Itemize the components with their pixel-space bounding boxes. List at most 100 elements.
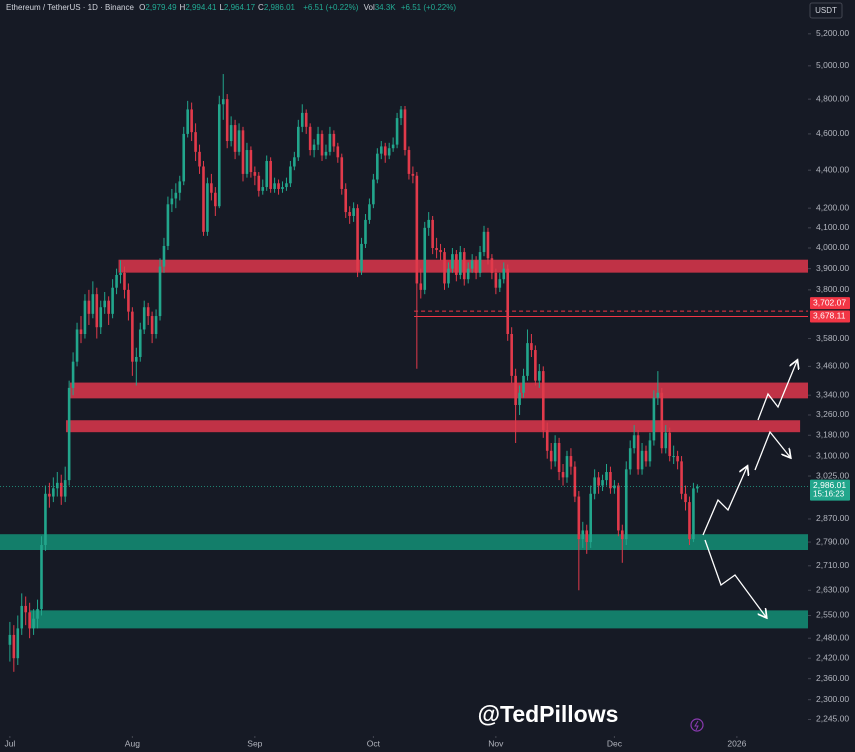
candle-body (48, 493, 51, 497)
candle-body (617, 485, 620, 531)
candle-body (510, 333, 513, 376)
candle-body (462, 252, 466, 280)
candle-body (692, 488, 695, 540)
candle-body (688, 502, 691, 540)
y-tick-label: 3,025.00 (816, 470, 849, 480)
candle-body (28, 612, 31, 629)
candle-body (324, 151, 328, 156)
candle-body (119, 272, 122, 275)
zone (0, 534, 808, 550)
candle-body (59, 482, 63, 497)
candle-body (439, 250, 442, 253)
candle-body (676, 456, 679, 462)
volume-key: Vol (363, 3, 375, 12)
field-value: 2,964.17 (223, 3, 256, 12)
y-tick-label: 3,260.00 (816, 409, 849, 419)
candle-body (368, 204, 371, 220)
countdown: 15:16:23 (813, 490, 845, 499)
candle-body (632, 435, 636, 449)
candle-body (285, 183, 288, 188)
candle-body (328, 133, 332, 152)
candle-body (451, 254, 454, 269)
candle-body (352, 208, 355, 216)
candle-body (210, 183, 213, 193)
candle-body (383, 146, 387, 156)
watermark: @TedPillows (478, 701, 619, 727)
currency-box (809, 2, 843, 19)
candle-body (63, 480, 67, 497)
candle-body (423, 227, 427, 290)
candle-body (170, 198, 174, 205)
candle-body (609, 472, 612, 489)
candle-body (154, 316, 158, 334)
candle-body (589, 493, 592, 543)
level-label: 3,702.07 (813, 297, 846, 307)
candle-body (534, 350, 537, 381)
candle-body (237, 130, 241, 152)
candle-body (332, 133, 336, 147)
candle-body (273, 183, 276, 189)
y-tick-label: 2,300.00 (816, 694, 849, 704)
candle-body (265, 160, 269, 188)
candle-body (146, 307, 150, 317)
y-tick-label: 2,550.00 (816, 610, 849, 620)
candle-body (269, 160, 272, 189)
candle-body (447, 268, 450, 284)
candle-body (16, 628, 20, 659)
candle-body (308, 126, 312, 151)
candle-body (490, 258, 494, 273)
field-key: O (139, 3, 146, 12)
candle-body (257, 175, 261, 191)
candle-body (628, 448, 632, 470)
candle-body (91, 294, 95, 314)
field-key: H (179, 3, 186, 12)
candle-body (620, 530, 624, 540)
candle-body (545, 430, 549, 451)
candle-body (640, 450, 644, 470)
candle-body (316, 133, 320, 145)
candle-body (498, 279, 502, 288)
candle-body (67, 387, 71, 481)
level-label-box (810, 310, 850, 323)
candle-body (376, 153, 379, 180)
candle-body (696, 486, 699, 489)
candle-body (506, 268, 510, 334)
candle-body (569, 456, 573, 467)
candle-body (36, 609, 39, 619)
candle-body (12, 634, 16, 659)
candle-body (478, 252, 482, 273)
candle-body (241, 130, 245, 174)
candle-body (249, 150, 253, 173)
candle-body (522, 375, 525, 393)
last-price-box (810, 479, 850, 501)
zone (29, 610, 808, 629)
candle-body (391, 144, 395, 149)
candle-body (225, 99, 229, 142)
candle-body (194, 132, 197, 152)
candle-body (360, 243, 363, 271)
candle-body (340, 157, 344, 189)
y-tick-label: 5,200.00 (816, 28, 849, 38)
candle-body (585, 530, 589, 543)
candle-body (411, 173, 415, 176)
x-tick-label: Aug (125, 738, 140, 748)
candle-body (372, 179, 375, 205)
candle-body (297, 126, 300, 158)
candle-body (95, 294, 99, 328)
icon (694, 720, 699, 731)
candle-body (245, 150, 249, 174)
candle-body (79, 329, 83, 334)
field-key: L (219, 3, 224, 12)
y-tick-label: 2,420.00 (816, 652, 849, 662)
candle-body (680, 461, 683, 494)
candle-body (565, 456, 569, 478)
y-tick-label: 3,900.00 (816, 263, 849, 273)
change: +6.51 (+0.22%) (303, 3, 359, 12)
candle-body (593, 477, 596, 494)
candle-body (32, 618, 35, 629)
candle-body (24, 605, 27, 613)
y-tick-label: 4,200.00 (816, 202, 849, 212)
y-tick-label: 4,800.00 (816, 93, 849, 103)
y-tick-label: 2,870.00 (816, 513, 849, 523)
